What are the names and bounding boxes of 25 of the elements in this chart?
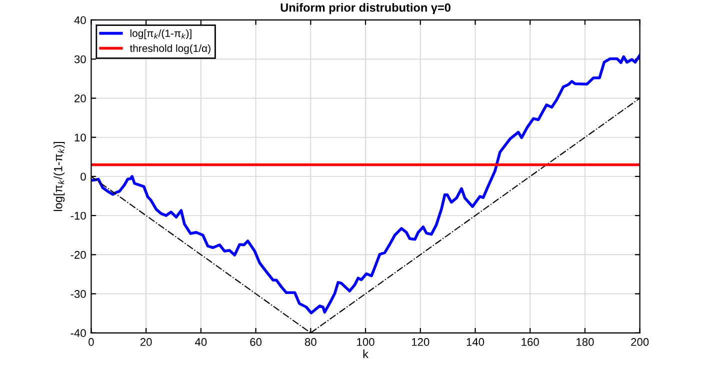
y-axis-title: log[π$_{k}$/(1-π$_{k}$)] [54,142,65,211]
x-tick-label: 100 [357,338,374,346]
y-tick-label: 20 [74,94,86,102]
legend-label: threshold log(1/α) [130,44,210,54]
x-tick-label: 160 [522,338,539,346]
legend-label: log[π$_{k}$/(1-π$_{k}$)] [130,29,192,40]
y-tick-label: 30 [74,55,86,64]
x-tick-label: 120 [412,338,430,346]
y-tick-label: -30 [70,290,86,298]
x-tick-label: 40 [195,338,207,346]
x-tick-label: 200 [631,338,649,346]
x-tick-label: 80 [304,338,316,346]
y-tick-label: -40 [70,329,86,338]
y-tick-label: 0 [80,172,86,181]
x-tick-label: 20 [140,338,152,346]
y-tick-label: 40 [74,16,86,24]
y-tick-label: -20 [70,250,86,259]
x-axis-title: k [363,350,368,358]
x-tick-label: 140 [466,338,484,346]
chart-title: Uniform prior distrubution γ=0 [280,3,450,14]
y-tick-label: -10 [70,212,86,220]
x-tick-label: 0 [88,338,94,346]
x-tick-label: 180 [576,338,594,346]
y-tick-label: 10 [74,134,86,142]
x-tick-label: 60 [250,338,262,346]
